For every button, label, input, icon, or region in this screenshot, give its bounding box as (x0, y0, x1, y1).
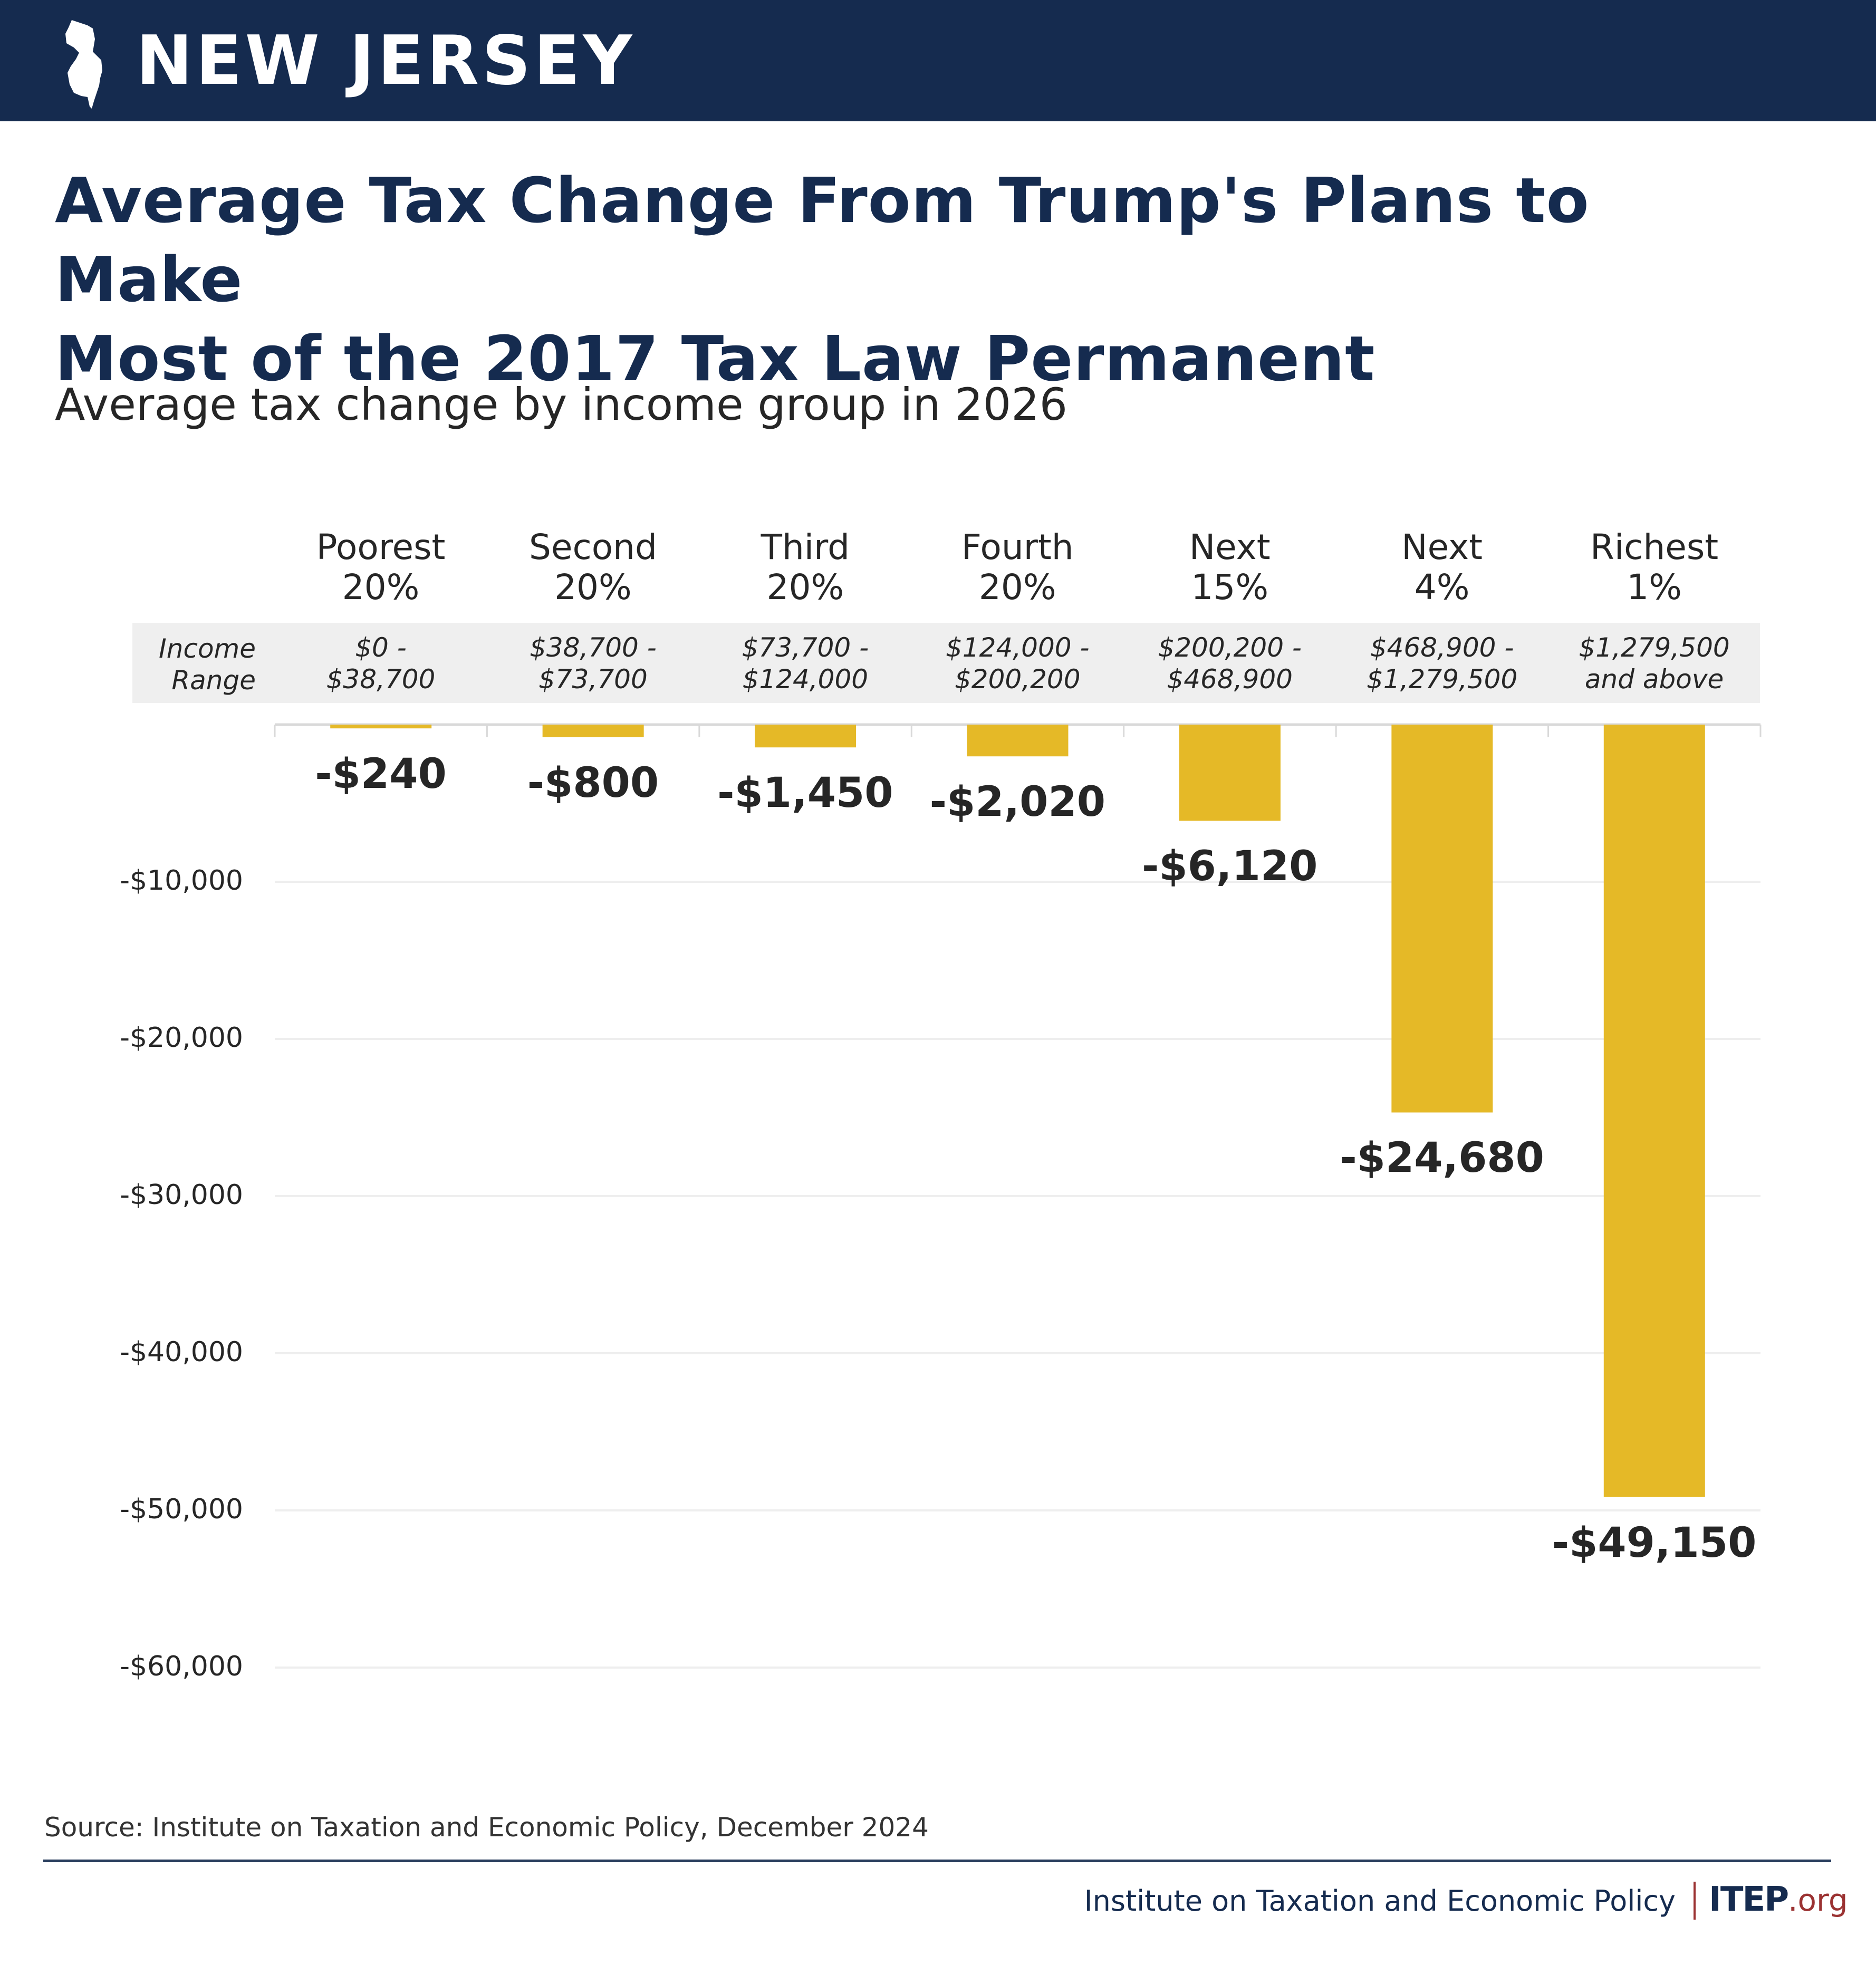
itep-logo-suffix: .org (1788, 1882, 1848, 1918)
category-header: Third 20% (699, 527, 911, 608)
category-header-line: 1% (1627, 567, 1682, 608)
income-range-line: $200,200 (954, 664, 1081, 695)
y-tick-label: -$30,000 (120, 1179, 243, 1211)
title-line-1: Average Tax Change From Trump's Plans to… (55, 164, 1590, 316)
bar-value-label: -$6,120 (1142, 843, 1318, 891)
bar-value-label: -$49,150 (1552, 1519, 1757, 1567)
bar (542, 725, 644, 737)
income-range-label: Income Range (142, 633, 256, 696)
income-range-label-line: Range (171, 665, 256, 696)
income-range-line: $124,000 - (946, 632, 1090, 663)
bar (1179, 725, 1281, 821)
income-range-line: $468,900 (1167, 664, 1293, 695)
category-header-line: 20% (978, 567, 1056, 608)
category-header-line: Second (528, 527, 657, 567)
bar (967, 725, 1069, 757)
category-header-line: Poorest (316, 527, 446, 567)
category-header-line: 20% (766, 567, 844, 608)
bar (1391, 725, 1493, 1113)
bar-value-label: -$240 (315, 750, 447, 798)
category-header-line: 20% (554, 567, 632, 608)
title-line-2: Most of the 2017 Tax Law Permanent (55, 322, 1375, 395)
new-jersey-map-icon (65, 20, 102, 109)
income-range-line: $73,700 (538, 664, 648, 695)
chart-title: Average Tax Change From Trump's Plans to… (55, 161, 1795, 398)
category-header-line: 4% (1414, 567, 1470, 608)
income-range-cell: $468,900 - $1,279,500 (1336, 632, 1548, 695)
y-tick-label: -$20,000 (120, 1022, 243, 1054)
y-tick-label: -$10,000 (120, 865, 243, 897)
income-range-band (132, 623, 1760, 703)
income-range-label-line: Income (159, 633, 256, 664)
category-header: Richest 1% (1548, 527, 1760, 608)
income-range-line: $73,700 - (742, 632, 869, 663)
category-header: Next 15% (1124, 527, 1336, 608)
itep-logo-main: ITEP (1709, 1880, 1789, 1919)
income-range-cell: $0 - $38,700 (275, 632, 487, 695)
bar-value-label: -$1,450 (717, 769, 893, 817)
category-header-line: Fourth (961, 527, 1074, 567)
income-range-cell: $1,279,500 and above (1548, 632, 1760, 695)
y-tick-label: -$40,000 (120, 1336, 243, 1368)
income-range-line: $38,700 - (530, 632, 657, 663)
income-range-line: $468,900 - (1370, 632, 1514, 663)
category-header: Poorest 20% (275, 527, 487, 608)
y-tick-label: -$50,000 (120, 1494, 243, 1525)
bar-value-label: -$24,680 (1340, 1134, 1544, 1182)
bar (1603, 725, 1705, 1497)
footer-divider-rule (43, 1860, 1831, 1862)
chart-subtitle: Average tax change by income group in 20… (55, 379, 1068, 430)
income-range-line: $1,279,500 (1579, 632, 1730, 663)
income-range-line: $0 - (355, 632, 407, 663)
category-header-line: Next (1189, 527, 1271, 567)
income-range-line: $1,279,500 (1367, 664, 1518, 695)
income-range-line: $38,700 (326, 664, 436, 695)
income-range-line: $124,000 (742, 664, 869, 695)
income-range-cell: $124,000 - $200,200 (911, 632, 1123, 695)
category-header: Second 20% (487, 527, 699, 608)
bar-value-label: -$2,020 (929, 778, 1105, 826)
category-header: Next 4% (1336, 527, 1548, 608)
bar (330, 725, 432, 729)
category-header-line: 20% (342, 567, 420, 608)
header-band: NEW JERSEY (0, 0, 1876, 121)
income-range-line: and above (1584, 664, 1724, 695)
state-name: NEW JERSEY (136, 22, 636, 100)
source-note: Source: Institute on Taxation and Econom… (44, 1812, 929, 1843)
category-header-line: Third (761, 527, 850, 567)
footer-org-name: Institute on Taxation and Economic Polic… (1084, 1884, 1676, 1918)
bar-value-label: -$800 (527, 759, 659, 807)
footer-logo-divider (1694, 1882, 1696, 1920)
category-header-line: Next (1401, 527, 1483, 567)
bar (755, 725, 857, 748)
itep-logo[interactable]: ITEP.org (1709, 1883, 1848, 1916)
income-range-cell: $73,700 - $124,000 (699, 632, 911, 695)
income-range-cell: $38,700 - $73,700 (487, 632, 699, 695)
category-header-line: 15% (1191, 567, 1269, 608)
y-tick-label: -$60,000 (120, 1651, 243, 1682)
income-range-cell: $200,200 - $468,900 (1124, 632, 1336, 695)
income-range-line: $200,200 - (1158, 632, 1302, 663)
category-header: Fourth 20% (911, 527, 1123, 608)
category-header-line: Richest (1590, 527, 1719, 567)
